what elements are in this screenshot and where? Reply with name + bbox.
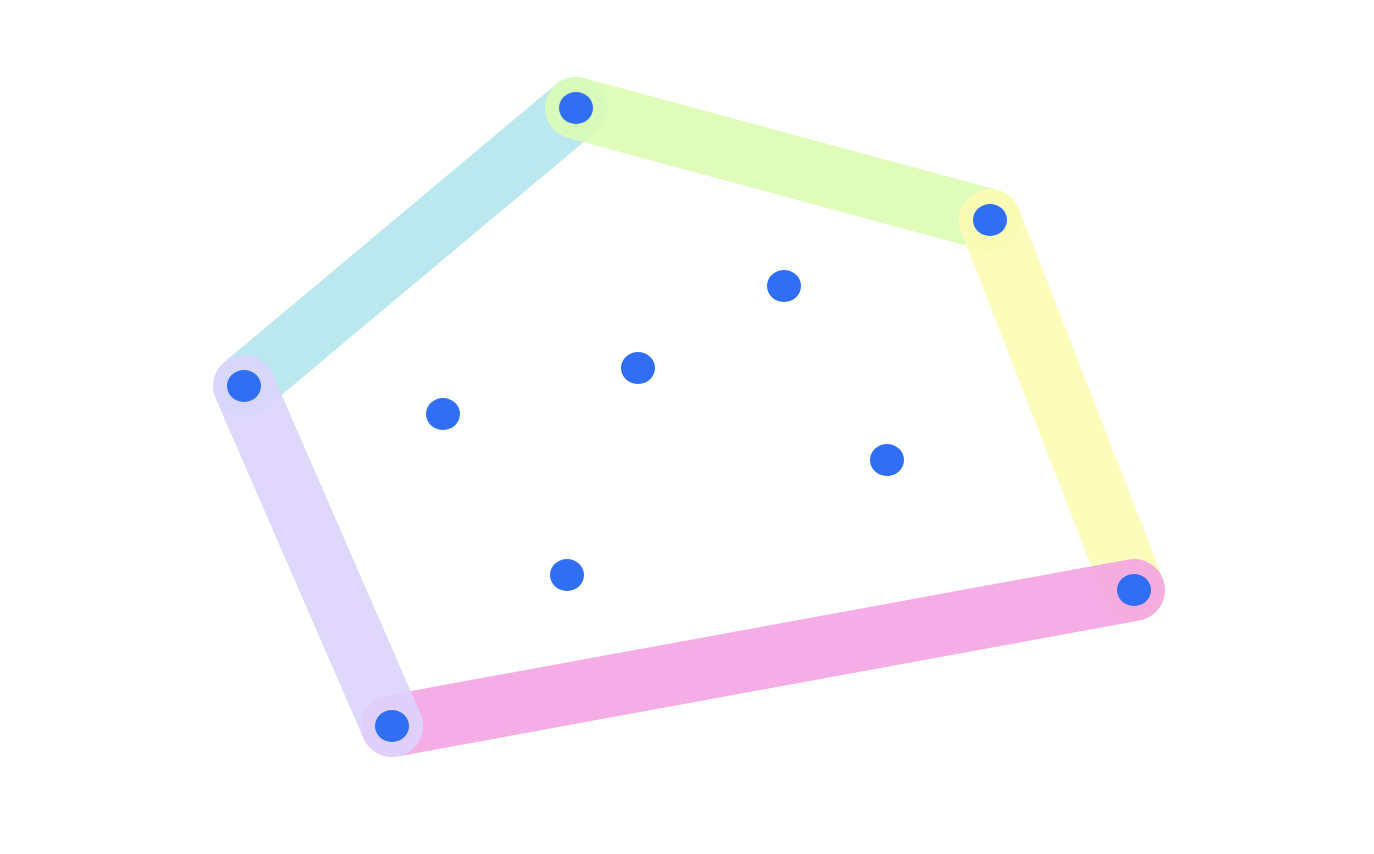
interior-point-p7 <box>621 352 655 384</box>
interior-point-p10 <box>550 559 584 591</box>
hull-point-p5 <box>375 710 409 742</box>
hull-edge-p2-p3 <box>545 77 1021 251</box>
hull-edges <box>213 77 1165 757</box>
hull-point-p4 <box>1117 574 1151 606</box>
hull-edge-p1-p2 <box>213 77 607 417</box>
hull-point-p1 <box>227 370 261 402</box>
hull-edge-p3-p4 <box>959 189 1165 621</box>
points <box>227 92 1151 742</box>
hull-edge-p5-p1 <box>213 355 423 757</box>
hull-point-p2 <box>559 92 593 124</box>
interior-point-p6 <box>767 270 801 302</box>
interior-point-p8 <box>426 398 460 430</box>
hull-point-p3 <box>973 204 1007 236</box>
interior-point-p9 <box>870 444 904 476</box>
hull-edge-p4-p5 <box>361 559 1165 757</box>
